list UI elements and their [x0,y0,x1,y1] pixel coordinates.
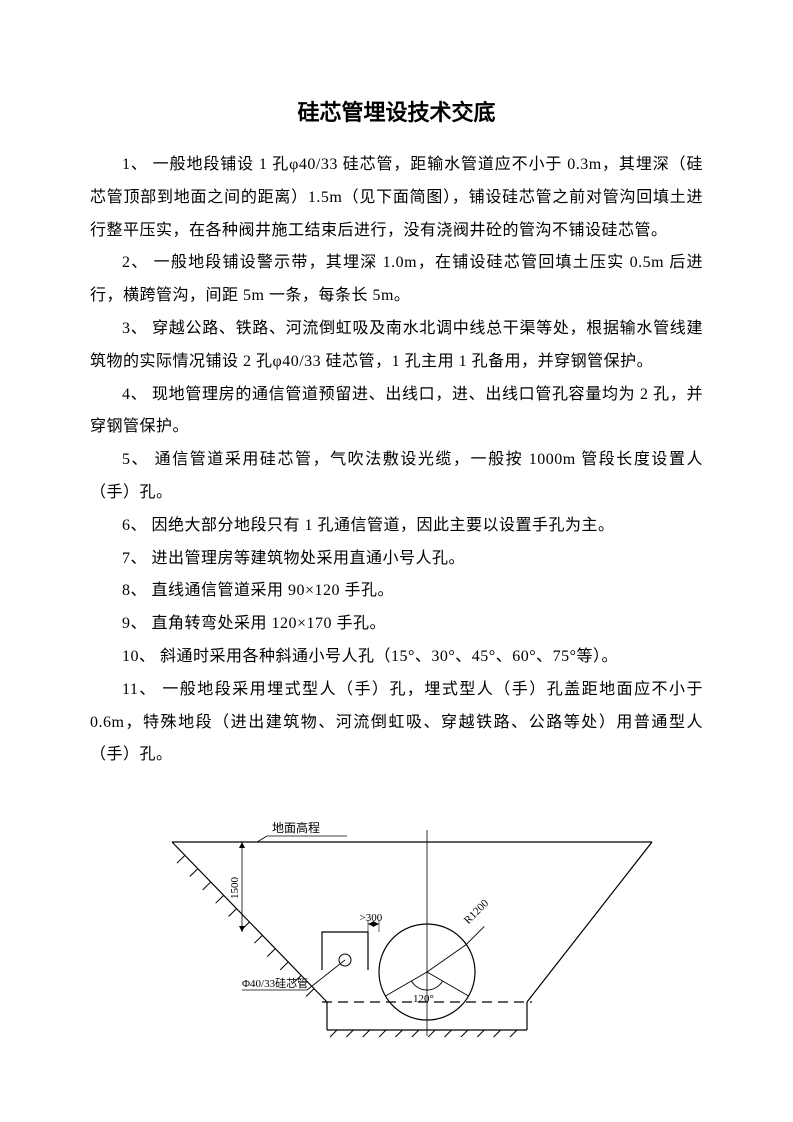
svg-text:地面高程: 地面高程 [272,820,320,835]
paragraph-4: 4、 现地管理房的通信管道预留进、出线口，进、出线口管孔容量均为 2 孔，并穿钢… [90,379,703,445]
page-title: 硅芯管埋设技术交底 [90,95,703,127]
paragraph-9: 9、 直角转弯处采用 120×170 手孔。 [90,608,703,641]
cross-section-diagram: R1200 120° Φ40/33硅芯管 1500 >300 地面高程 [90,802,703,1062]
paragraph-1: 1、 一般地段铺设 1 孔φ40/33 硅芯管，距输水管道应不小于 0.3m，其… [90,149,703,247]
paragraph-6: 6、 因绝大部分地段只有 1 孔通信管道，因此主要以设置手孔为主。 [90,510,703,543]
paragraph-10: 10、 斜通时采用各种斜通小号人孔（15°、30°、45°、60°、75°等）。 [90,641,703,674]
svg-text:Φ40/33硅芯管: Φ40/33硅芯管 [242,976,308,990]
svg-text:120°: 120° [413,993,434,1005]
svg-text:>300: >300 [359,912,382,924]
diagram-svg: R1200 120° Φ40/33硅芯管 1500 >300 地面高程 [117,802,677,1062]
svg-text:1500: 1500 [229,877,241,900]
paragraph-7: 7、 进出管理房等建筑物处采用直通小号人孔。 [90,543,703,576]
paragraph-2: 2、 一般地段铺设警示带，其埋深 1.0m，在铺设硅芯管回填土压实 0.5m 后… [90,247,703,313]
svg-text:R1200: R1200 [461,897,491,927]
paragraph-5: 5、 通信管道采用硅芯管，气吹法敷设光缆，一般按 1000m 管段长度设置人（手… [90,444,703,510]
paragraph-3: 3、 穿越公路、铁路、河流倒虹吸及南水北调中线总干渠等处，根据输水管线建筑物的实… [90,313,703,379]
paragraph-11: 11、 一般地段采用埋式型人（手）孔，埋式型人（手）孔盖距地面应不小于 0.6m… [90,674,703,772]
paragraph-8: 8、 直线通信管道采用 90×120 手孔。 [90,575,703,608]
